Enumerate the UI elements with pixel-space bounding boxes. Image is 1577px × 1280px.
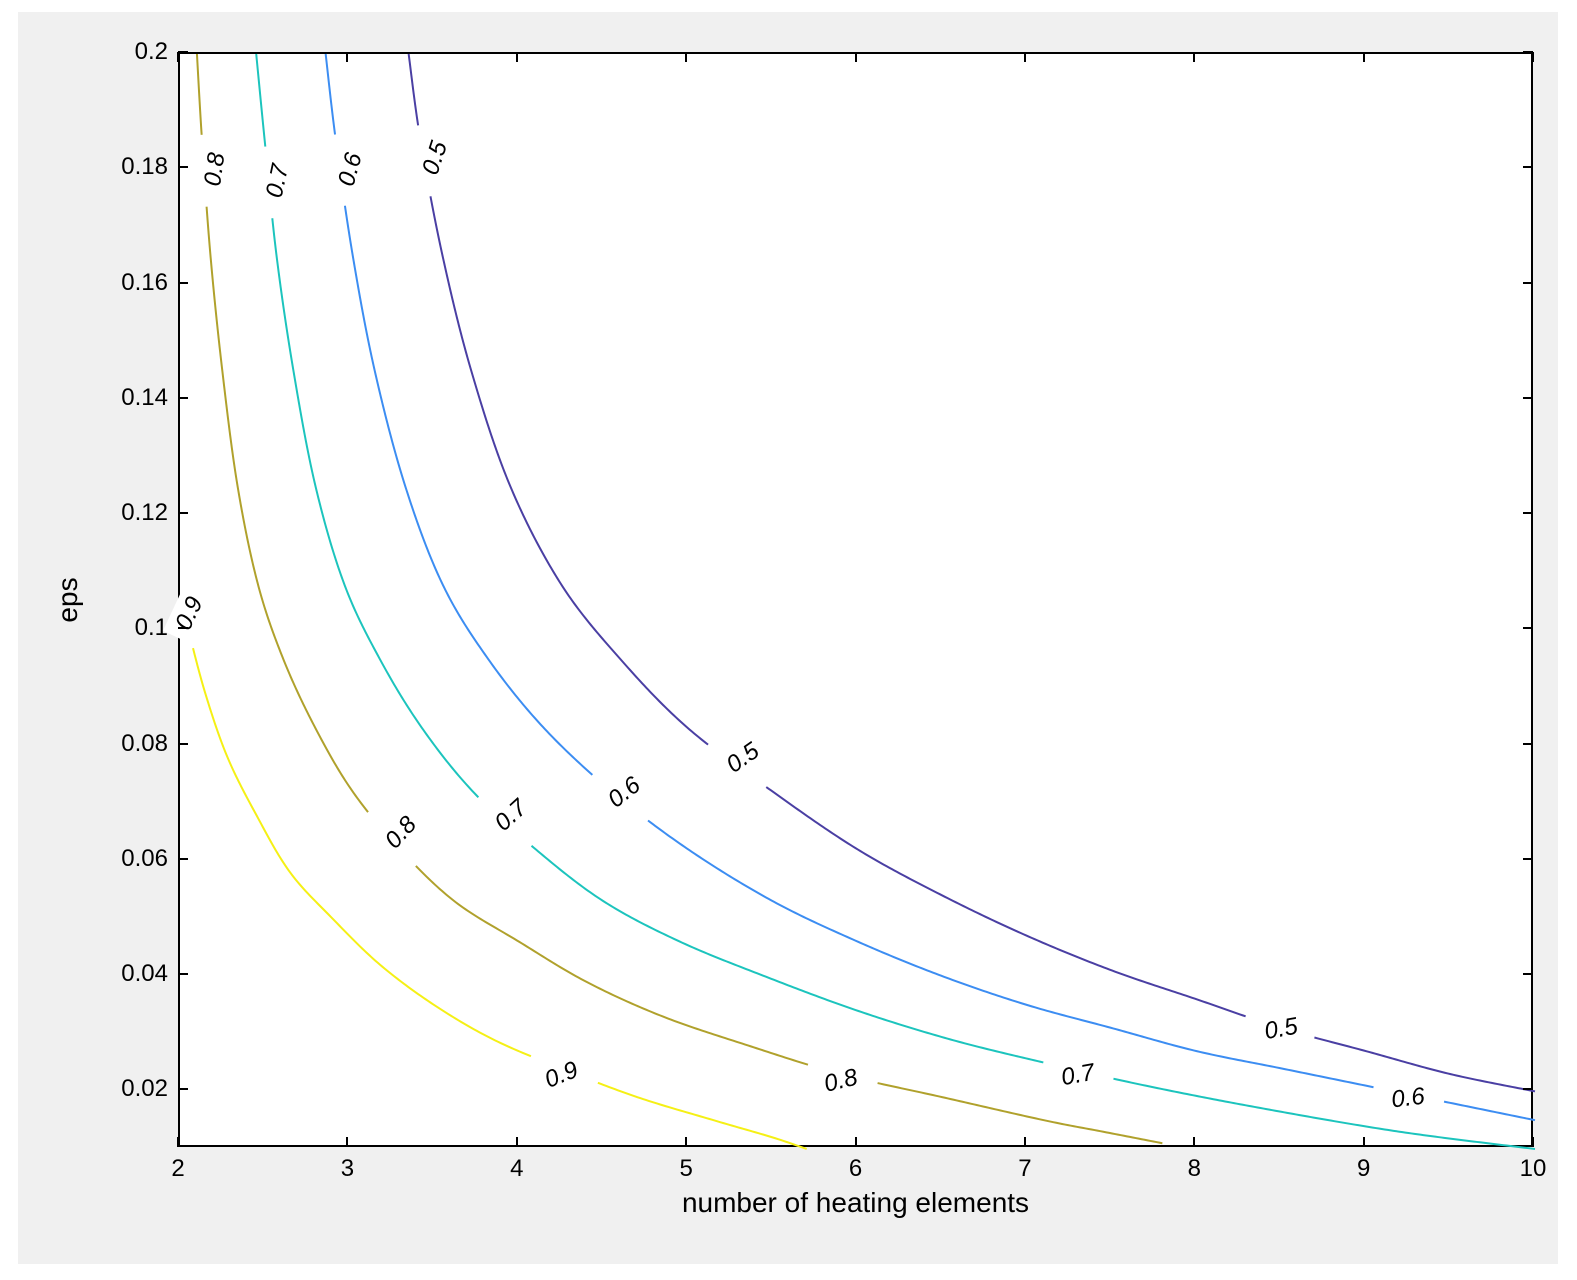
contour-label: 0.7 [480, 785, 541, 844]
y-tick-mark-right [1523, 858, 1533, 860]
contour-line [416, 866, 808, 1065]
y-tick-mark-right [1523, 397, 1533, 399]
y-tick-mark-right [1523, 743, 1533, 745]
x-tick-mark-top [1193, 52, 1195, 62]
y-tick-label: 0.12 [121, 499, 178, 527]
contour-label: 0.8 [811, 1058, 871, 1101]
x-tick-mark [516, 1137, 518, 1147]
y-tick-mark-right [1523, 512, 1533, 514]
y-tick-mark-right [1523, 166, 1533, 168]
y-tick-mark [178, 743, 188, 745]
contour-line [272, 218, 478, 797]
x-tick-mark-top [1363, 52, 1365, 62]
contour-label-text: 0.6 [1390, 1083, 1427, 1114]
y-tick-label: 0.08 [121, 730, 178, 758]
contour-label: 0.8 [371, 802, 430, 863]
x-tick-label: 10 [1520, 1155, 1547, 1183]
x-tick-mark [685, 1137, 687, 1147]
y-tick-mark [178, 858, 188, 860]
x-tick-mark-top [685, 52, 687, 62]
y-axis-label: eps [52, 577, 84, 622]
x-tick-label: 4 [510, 1155, 523, 1183]
y-tick-label: 0.04 [121, 960, 178, 988]
x-tick-mark [855, 1137, 857, 1147]
y-tick-label: 0.14 [121, 384, 178, 412]
contour-line [1113, 1079, 1535, 1149]
x-tick-mark-top [346, 52, 348, 62]
plot-area: 0.50.50.50.60.60.60.70.70.70.80.80.80.90… [178, 52, 1533, 1147]
y-tick-label: 0.16 [121, 269, 178, 297]
x-tick-label: 5 [679, 1155, 692, 1183]
y-tick-label: 0.18 [121, 153, 178, 181]
contour-label: 0.9 [530, 1050, 592, 1099]
contour-line [532, 846, 1044, 1063]
x-tick-mark [1532, 1137, 1534, 1147]
contour-line [409, 54, 418, 125]
contour-label: 0.5 [411, 127, 457, 188]
contour-line [648, 821, 1373, 1088]
x-tick-mark [1363, 1137, 1365, 1147]
contour-label: 0.7 [1049, 1054, 1107, 1094]
y-tick-label: 0.06 [121, 845, 178, 873]
y-tick-mark [178, 1088, 188, 1090]
contour-label: 0.8 [195, 140, 233, 198]
x-tick-mark-top [1532, 52, 1534, 62]
x-axis-label: number of heating elements [682, 1187, 1029, 1219]
contour-line [207, 207, 368, 812]
contour-line [345, 206, 592, 775]
y-tick-mark-right [1523, 51, 1533, 53]
x-tick-mark [1024, 1137, 1026, 1147]
contour-line [878, 1083, 1163, 1143]
contour-line [598, 1083, 807, 1149]
contour-line [766, 787, 1245, 1016]
x-tick-mark [346, 1137, 348, 1147]
y-tick-mark-right [1523, 1088, 1533, 1090]
contour-line [197, 54, 202, 135]
y-tick-mark [178, 166, 188, 168]
contour-label-text: 0.8 [199, 150, 230, 187]
contour-line [326, 54, 335, 134]
x-tick-mark-top [1024, 52, 1026, 62]
y-tick-mark [178, 512, 188, 514]
y-tick-mark [178, 51, 188, 53]
x-tick-label: 9 [1357, 1155, 1370, 1183]
contour-line [193, 648, 531, 1056]
contour-label: 0.7 [256, 151, 298, 210]
contour-label: 0.5 [711, 729, 773, 785]
y-tick-label: 0.2 [135, 38, 178, 66]
x-tick-mark [177, 1137, 179, 1147]
y-tick-mark [178, 973, 188, 975]
x-tick-label: 2 [171, 1155, 184, 1183]
y-tick-label: 0.1 [135, 614, 178, 642]
y-tick-label: 0.02 [121, 1075, 178, 1103]
y-tick-mark-right [1523, 282, 1533, 284]
x-tick-label: 8 [1188, 1155, 1201, 1183]
contour-line [430, 196, 708, 744]
x-tick-label: 6 [849, 1155, 862, 1183]
contour-label: 0.6 [593, 763, 655, 821]
y-tick-mark-right [1523, 973, 1533, 975]
contour-line [1444, 1102, 1535, 1121]
figure-outer-frame: 0.5 0.5 0.5 0.6 0.6 0.6 0.7 0.7 0.7 0.8 0.8 0.8 0.9 0… [18, 12, 1558, 1264]
y-tick-mark [178, 627, 188, 629]
contour-line [256, 54, 265, 147]
contour-label: 0.5 [1252, 1008, 1310, 1048]
y-tick-mark [178, 282, 188, 284]
x-tick-label: 3 [341, 1155, 354, 1183]
x-tick-mark-top [516, 52, 518, 62]
x-tick-mark-top [855, 52, 857, 62]
y-tick-mark-right [1523, 627, 1533, 629]
contour-label: 0.6 [327, 139, 371, 199]
contour-label: 0.6 [1379, 1078, 1436, 1116]
x-tick-label: 7 [1018, 1155, 1031, 1183]
y-tick-mark [178, 397, 188, 399]
contour-curves-svg: 0.50.50.50.60.60.60.70.70.70.80.80.80.90… [180, 54, 1535, 1149]
x-tick-mark [1193, 1137, 1195, 1147]
